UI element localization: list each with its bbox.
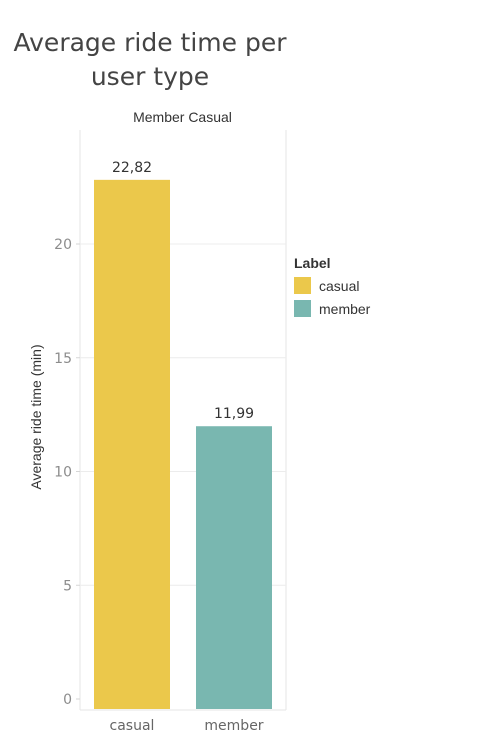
legend-label-member: member [319,300,371,317]
legend-label-casual: casual [319,277,360,294]
y-tick-label-10: 10 [54,465,72,481]
y-axis-title: Average ride time (min) [28,344,44,489]
column-header: Member Casual [133,109,232,125]
legend-swatch-member [294,300,311,317]
data-label-member: 11,99 [214,406,254,422]
y-tick-label-15: 15 [54,351,72,367]
bar-member [196,426,272,709]
data-label-casual: 22,82 [112,160,152,176]
legend-title: Label [294,255,331,271]
y-tick-label-0: 0 [63,692,72,708]
legend-item-casual[interactable]: casual [294,277,370,294]
legend: Label casual member [294,255,370,323]
legend-swatch-casual [294,277,311,294]
y-tick-label-20: 20 [54,237,72,253]
legend-item-member[interactable]: member [294,300,370,317]
chart-title: Average ride time per user type [13,28,287,91]
x-tick-label-casual: casual [110,718,155,734]
x-tick-label-member: member [204,718,263,734]
y-tick-label-5: 5 [63,578,72,594]
bar-casual [94,179,170,710]
